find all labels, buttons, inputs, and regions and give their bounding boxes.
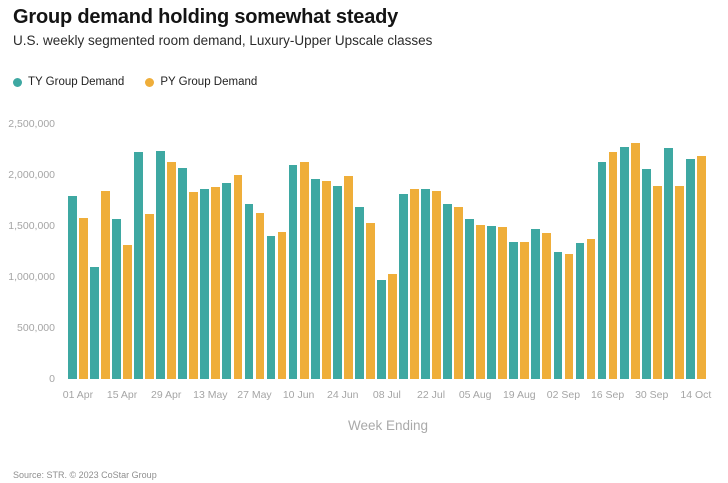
bar-ty-10-jun xyxy=(288,165,298,379)
bar-py-15-apr xyxy=(123,245,132,379)
bar-ty-15-jul xyxy=(399,194,408,379)
legend-item-ty: TY Group Demand xyxy=(13,76,124,88)
bar-py-07-oct xyxy=(674,185,684,379)
x-tick-label: 27 May xyxy=(237,389,272,401)
bar-ty-30-sep xyxy=(641,169,651,379)
bar-ty-13-may xyxy=(200,189,210,379)
bar-py-30-sep xyxy=(652,186,662,379)
bar-ty-29-apr xyxy=(156,151,166,379)
x-tick-label: 13 May xyxy=(193,389,228,401)
bar-py-20-may xyxy=(233,175,243,379)
bar-ty-29-jul xyxy=(443,204,452,379)
x-tick-label: 22 Jul xyxy=(417,389,446,401)
bar-py-29-apr xyxy=(167,162,177,379)
chart-title: Group demand holding somewhat steady xyxy=(13,6,399,28)
bar-ty-05-aug xyxy=(465,219,475,379)
bar-py-22-apr xyxy=(145,213,155,379)
bar-ty-01-apr xyxy=(68,196,77,379)
bar-py-02-sep xyxy=(564,254,574,379)
bar-ty-23-sep xyxy=(619,147,629,379)
py-series-dot-icon xyxy=(145,77,155,87)
bar-ty-12-aug xyxy=(487,225,497,379)
bar-ty-22-apr xyxy=(134,152,143,379)
chart-subtitle: U.S. weekly segmented room demand, Luxur… xyxy=(13,33,433,48)
bar-ty-20-may xyxy=(222,182,232,379)
y-tick-label: 2,500,000 xyxy=(8,117,55,130)
bar-py-05-aug xyxy=(476,224,486,379)
bar-ty-26-aug xyxy=(531,228,541,379)
bar-py-13-may xyxy=(211,187,221,379)
ty-series-dot-icon xyxy=(13,77,22,87)
bar-py-23-sep xyxy=(630,143,640,379)
x-tick-label: 05 Aug xyxy=(458,389,492,401)
bar-py-26-aug xyxy=(542,233,552,379)
bar-ty-07-oct xyxy=(663,148,673,379)
bar-py-01-apr xyxy=(79,217,88,379)
plot-area xyxy=(68,124,708,379)
bar-py-03-jun xyxy=(277,232,287,379)
bar-ty-17-jun xyxy=(310,178,320,379)
bar-py-08-jul xyxy=(388,274,397,379)
bar-py-06-may xyxy=(189,192,199,379)
bar-py-16-sep xyxy=(608,152,618,379)
bar-ty-24-jun xyxy=(332,185,342,379)
y-tick-label: 1,500,000 xyxy=(8,219,55,232)
x-tick-label: 29 Apr xyxy=(151,389,182,401)
bar-py-09-sep xyxy=(586,238,596,379)
bar-py-29-jul xyxy=(454,207,463,379)
y-tick-label: 0 xyxy=(49,372,55,385)
bar-py-27-may xyxy=(255,213,265,379)
bar-ty-19-aug xyxy=(509,241,519,379)
y-tick-label: 2,000,000 xyxy=(8,168,55,181)
y-tick-label: 500,000 xyxy=(17,321,55,334)
bar-ty-03-jun xyxy=(266,236,276,379)
bar-ty-27-may xyxy=(244,204,254,379)
bar-py-01-jul xyxy=(365,223,375,379)
x-tick-label: 16 Sep xyxy=(590,389,625,401)
bar-ty-02-sep xyxy=(553,252,563,379)
bar-py-10-jun xyxy=(299,161,309,379)
bar-ty-06-may xyxy=(178,168,188,379)
legend-item-py: PY Group Demand xyxy=(145,76,257,88)
bar-py-22-jul xyxy=(432,190,441,379)
bar-py-12-aug xyxy=(498,227,508,379)
legend-label-ty: TY Group Demand xyxy=(28,76,125,88)
bar-py-17-jun xyxy=(321,181,331,379)
x-axis-title: Week Ending xyxy=(347,418,429,433)
x-tick-label: 19 Aug xyxy=(502,389,536,401)
x-tick-label: 01 Apr xyxy=(62,389,94,401)
bar-py-15-jul xyxy=(410,189,419,379)
source-note: Source: STR. © 2023 CoStar Group xyxy=(13,470,157,480)
bar-ty-14-oct xyxy=(685,159,695,379)
x-tick-label: 10 Jun xyxy=(282,389,315,401)
legend: TY Group Demand PY Group Demand xyxy=(13,76,257,88)
bar-ty-08-apr xyxy=(90,266,99,379)
bar-ty-22-jul xyxy=(421,188,430,379)
bar-py-19-aug xyxy=(520,241,530,379)
bar-ty-16-sep xyxy=(597,161,607,379)
bar-py-24-jun xyxy=(343,175,353,379)
x-tick-label: 30 Sep xyxy=(635,389,669,401)
x-tick-label: 14 Oct xyxy=(680,389,712,401)
bar-ty-09-sep xyxy=(575,243,585,379)
y-tick-label: 1,000,000 xyxy=(8,270,55,283)
x-tick-label: 15 Apr xyxy=(106,389,138,401)
bar-py-08-apr xyxy=(101,190,110,379)
legend-label-py: PY Group Demand xyxy=(160,76,258,88)
bar-py-14-oct xyxy=(696,155,706,379)
bar-ty-01-jul xyxy=(354,206,364,379)
x-tick-label: 24 Jun xyxy=(326,389,359,401)
x-tick-label: 02 Sep xyxy=(546,389,581,401)
x-tick-label: 08 Jul xyxy=(372,389,401,401)
bar-ty-15-apr xyxy=(112,219,121,379)
bar-ty-08-jul xyxy=(376,279,386,379)
